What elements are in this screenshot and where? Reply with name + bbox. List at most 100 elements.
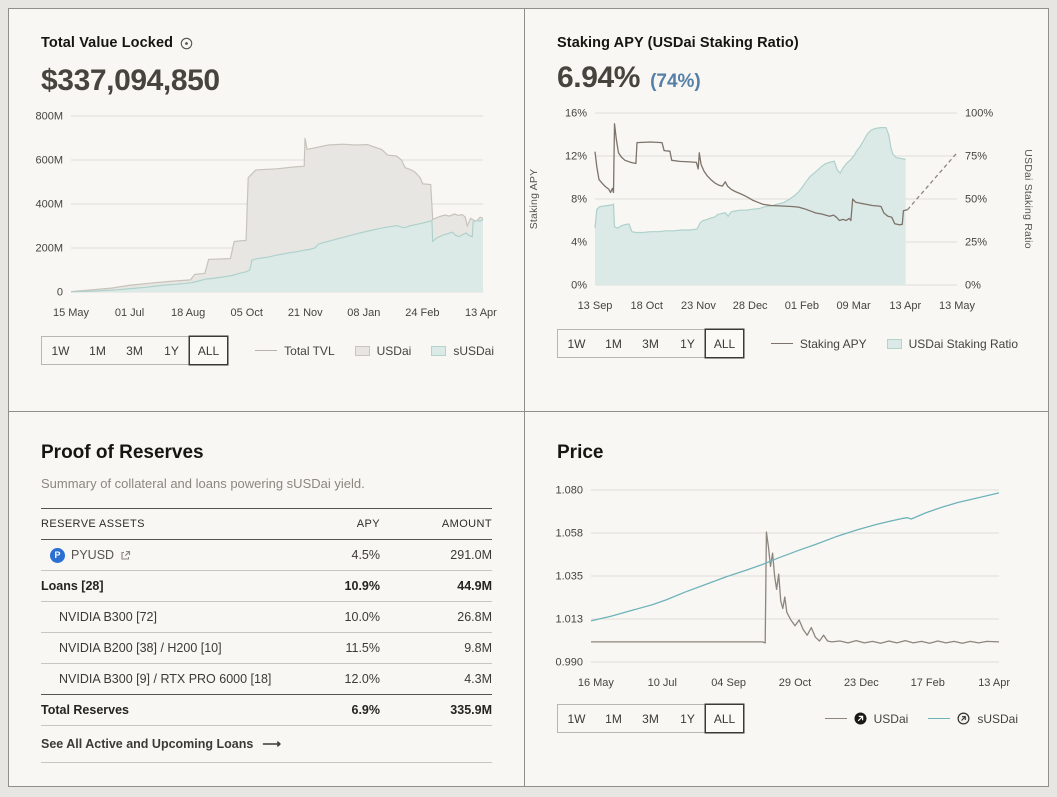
svg-text:1.035: 1.035	[555, 571, 583, 583]
svg-text:08 Jan: 08 Jan	[347, 307, 380, 319]
reserves-table: RESERVE ASSETS APY AMOUNT P PYUSD 4.5% 291.…	[41, 508, 492, 763]
table-row: NVIDIA B300 [72] 10.0% 26.8M	[41, 602, 492, 633]
svg-text:18 Oct: 18 Oct	[631, 300, 663, 312]
apy-panel: Staking APY (USDai Staking Ratio) 6.94% …	[525, 9, 1048, 412]
amount-value-cell: 335.9M	[450, 703, 492, 717]
table-row[interactable]: P PYUSD 4.5% 291.0M	[41, 540, 492, 571]
legend-item-usdai: USDai	[354, 343, 412, 358]
tvl-value: $337,094,850	[41, 64, 220, 97]
legend-area-swatch	[354, 345, 370, 356]
range-1y-button[interactable]: 1Y	[153, 337, 190, 364]
svg-text:04 Sep: 04 Sep	[711, 677, 746, 689]
svg-text:17 Feb: 17 Feb	[911, 677, 945, 689]
svg-text:800M: 800M	[35, 111, 63, 123]
asset-label: NVIDIA B200 [38] / H200 [10]	[59, 641, 222, 655]
token-light-icon	[957, 712, 970, 725]
reserves-subtitle: Summary of collateral and loans powering…	[41, 476, 365, 491]
legend-label: sUSDai	[453, 343, 494, 358]
arrow-right-icon: ⟶	[262, 736, 281, 751]
apy-value-cell: 6.9%	[351, 703, 381, 717]
range-all-button[interactable]: ALL	[190, 337, 227, 364]
amount-value-cell: 291.0M	[450, 548, 492, 562]
pyusd-icon: P	[50, 547, 65, 563]
see-all-loans-link[interactable]: See All Active and Upcoming Loans ⟶	[41, 726, 492, 763]
legend-area-swatch	[886, 338, 902, 349]
apy-value-cell: 10.0%	[344, 610, 380, 624]
apy-range-group: 1W 1M 3M 1Y ALL	[557, 329, 744, 358]
svg-text:50%: 50%	[965, 194, 987, 206]
table-row: Total Reserves 6.9% 335.9M	[41, 694, 492, 726]
range-1m-button[interactable]: 1M	[595, 705, 632, 732]
svg-text:18 Aug: 18 Aug	[171, 307, 205, 319]
info-icon[interactable]	[180, 37, 193, 50]
range-3m-button[interactable]: 3M	[632, 330, 669, 357]
range-3m-button[interactable]: 3M	[632, 705, 669, 732]
svg-text:200M: 200M	[35, 243, 63, 255]
see-all-loans-label: See All Active and Upcoming Loans	[41, 737, 254, 751]
svg-text:8%: 8%	[571, 194, 587, 206]
svg-text:16%: 16%	[565, 108, 587, 120]
range-1w-button[interactable]: 1W	[558, 330, 595, 357]
asset-label: Loans [28]	[41, 579, 104, 593]
amount-value-cell: 26.8M	[457, 610, 492, 624]
asset-label: PYUSD	[71, 548, 115, 562]
svg-text:Staking APY: Staking APY	[528, 169, 540, 230]
dashboard: Total Value Locked $337,094,850 800M 600M…	[8, 8, 1049, 787]
svg-text:0%: 0%	[571, 280, 587, 292]
range-1m-button[interactable]: 1M	[79, 337, 116, 364]
col-apy: APY	[356, 518, 380, 530]
col-reserve-assets: RESERVE ASSETS	[41, 518, 145, 530]
legend-line-swatch	[928, 718, 951, 719]
svg-text:USDai Staking Ratio: USDai Staking Ratio	[1022, 149, 1034, 249]
legend-item-staking-apy: Staking APY	[770, 336, 867, 351]
legend-item-total-tvl: Total TVL	[255, 343, 335, 358]
legend-label: USDai	[376, 343, 412, 358]
svg-text:13 Sep: 13 Sep	[578, 300, 613, 312]
svg-text:28 Dec: 28 Dec	[733, 300, 768, 312]
token-dark-icon	[854, 712, 867, 725]
tvl-title: Total Value Locked	[41, 35, 174, 51]
table-row: NVIDIA B300 [9] / RTX PRO 6000 [18] 12.0%…	[41, 664, 492, 695]
apy-value-cell: 4.5%	[351, 548, 381, 562]
svg-text:13 Apr: 13 Apr	[978, 677, 1010, 689]
svg-text:12%: 12%	[565, 151, 587, 163]
legend-line-swatch	[824, 718, 847, 719]
staking-ratio-value: (74%)	[650, 71, 701, 92]
svg-text:0.990: 0.990	[555, 657, 583, 669]
svg-text:29 Oct: 29 Oct	[779, 677, 811, 689]
apy-value-cell: 11.5%	[345, 641, 380, 655]
svg-text:1.080: 1.080	[555, 485, 583, 497]
svg-text:13 Apr: 13 Apr	[465, 307, 497, 319]
range-1m-button[interactable]: 1M	[595, 330, 632, 357]
svg-text:16 May: 16 May	[578, 677, 615, 689]
price-legend: USDai sUSDai	[824, 712, 1018, 726]
range-all-button[interactable]: ALL	[706, 330, 743, 357]
legend-label: Total TVL	[284, 343, 335, 358]
range-1y-button[interactable]: 1Y	[669, 330, 706, 357]
svg-text:1.058: 1.058	[555, 528, 583, 540]
svg-text:4%: 4%	[571, 237, 587, 249]
range-3m-button[interactable]: 3M	[116, 337, 153, 364]
reserves-panel: Proof of Reserves Summary of collateral …	[9, 412, 525, 786]
apy-value-cell: 10.9%	[344, 579, 380, 593]
svg-text:0: 0	[57, 287, 63, 299]
amount-value-cell: 4.3M	[464, 672, 492, 686]
price-panel: Price 1.080 1.058 1.035 1.013 0.990 16 May 10 …	[525, 412, 1048, 786]
price-title: Price	[557, 442, 604, 463]
legend-label: Staking APY	[799, 336, 867, 351]
asset-label: NVIDIA B300 [9] / RTX PRO 6000 [18]	[59, 672, 272, 686]
range-1w-button[interactable]: 1W	[42, 337, 79, 364]
range-all-button[interactable]: ALL	[706, 705, 743, 732]
tvl-panel: Total Value Locked $337,094,850 800M 600M…	[9, 9, 525, 412]
svg-text:600M: 600M	[35, 155, 63, 167]
range-1y-button[interactable]: 1Y	[669, 705, 706, 732]
legend-line-swatch	[255, 350, 278, 351]
svg-text:23 Nov: 23 Nov	[681, 300, 716, 312]
price-chart: 1.080 1.058 1.035 1.013 0.990 16 May 10 Jul 04 …	[555, 485, 1010, 690]
svg-text:01 Feb: 01 Feb	[785, 300, 819, 312]
table-row: Loans [28] 10.9% 44.9M	[41, 571, 492, 602]
range-1w-button[interactable]: 1W	[558, 705, 595, 732]
tvl-chart: 800M 600M 400M 200M 0 15 May 01 Jul 18 Aug 05 Oc…	[35, 111, 497, 320]
svg-text:15 May: 15 May	[53, 307, 90, 319]
legend-line-swatch	[770, 343, 793, 344]
